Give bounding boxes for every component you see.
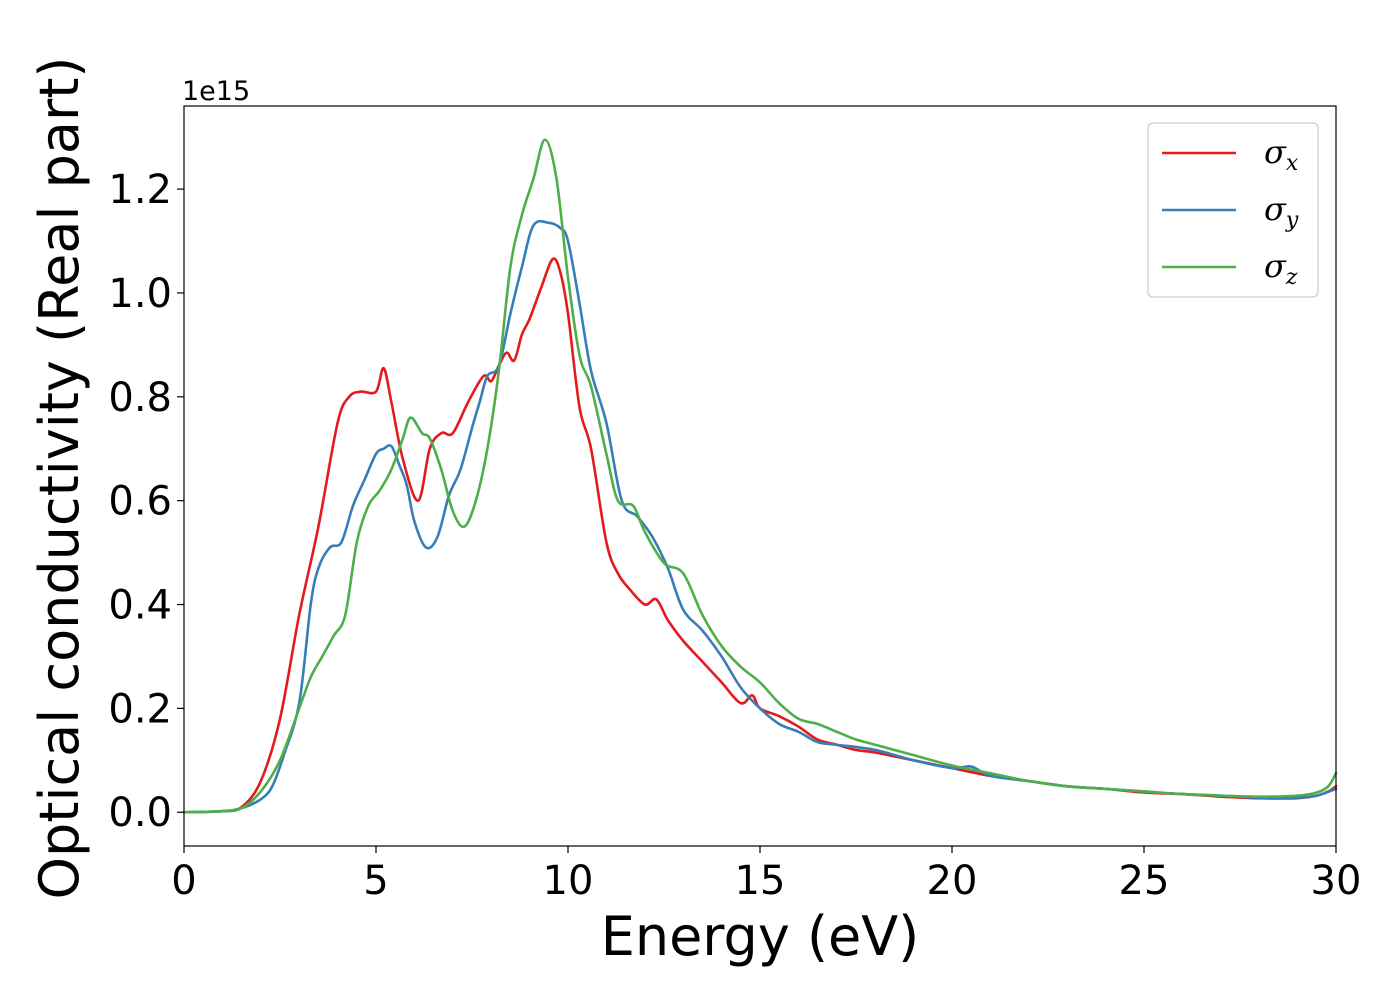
x-axis-label: Energy (eV) (601, 905, 920, 968)
x-tick-label: 10 (543, 858, 594, 904)
y-offset-label: 1e15 (182, 76, 250, 107)
x-tick-label: 5 (363, 858, 388, 904)
y-tick-label: 0.4 (108, 583, 172, 629)
x-tick-label: 20 (927, 858, 978, 904)
series-line-z (182, 138, 1338, 814)
series-layer (182, 138, 1338, 814)
x-axis-ticks: 0 5 10 15 20 25 30 (171, 846, 1361, 904)
x-tick-label: 0 (171, 858, 196, 904)
legend-label-z: σz (1264, 247, 1298, 290)
y-tick-label: 0.8 (108, 375, 172, 421)
x-tick-label: 30 (1311, 858, 1362, 904)
x-tick-label: 15 (735, 858, 786, 904)
plot-background (184, 106, 1336, 846)
y-tick-label: 1.0 (108, 271, 172, 317)
legend-label-y: σy (1264, 190, 1299, 233)
y-tick-label: 0.0 (108, 790, 172, 836)
y-axis-ticks: 0.0 0.2 0.4 0.6 0.8 1.0 1.2 (108, 167, 184, 836)
y-axis-label: Optical conductivity (Real part) (28, 57, 91, 900)
legend-label-x: σx (1264, 133, 1299, 176)
x-tick-label: 25 (1119, 858, 1170, 904)
legend: σx σy σz (1147, 122, 1319, 298)
y-tick-label: 1.2 (108, 167, 172, 213)
y-tick-label: 0.6 (108, 479, 172, 525)
y-tick-label: 0.2 (108, 686, 172, 732)
